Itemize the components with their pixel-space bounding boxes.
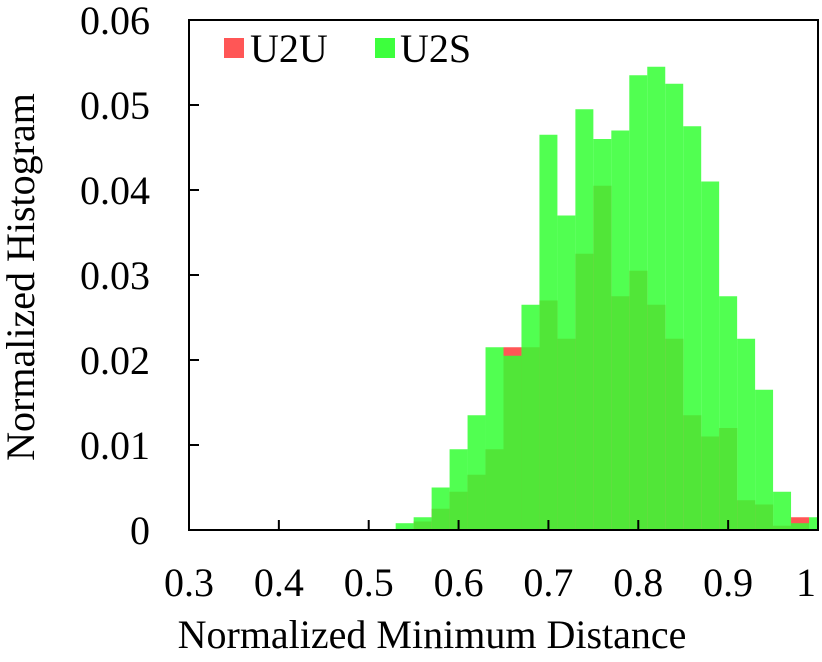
- bar-u2s: [521, 304, 540, 530]
- bar-u2s: [557, 215, 576, 530]
- x-tick-label: 0.6: [434, 560, 484, 605]
- y-tick-label: 0: [130, 508, 150, 553]
- y-tick-label: 0.04: [80, 168, 150, 213]
- x-tick-label: 1: [796, 560, 816, 605]
- bar-u2s: [755, 389, 774, 530]
- bar-u2s: [683, 126, 702, 530]
- bar-u2s: [431, 487, 450, 530]
- bar-u2s: [611, 130, 630, 530]
- x-axis-label: Normalized Minimum Distance: [178, 612, 687, 657]
- bar-u2s: [539, 134, 558, 530]
- y-tick-label: 0.05: [80, 83, 150, 128]
- bar-u2s: [485, 347, 504, 530]
- y-tick-label: 0.06: [80, 0, 150, 43]
- bar-u2s: [665, 83, 684, 530]
- x-tick-label: 0.3: [164, 560, 214, 605]
- bar-u2s: [593, 139, 612, 530]
- x-tick-label: 0.4: [254, 560, 304, 605]
- bar-u2s: [647, 66, 666, 530]
- x-tick-label: 0.7: [523, 560, 573, 605]
- bar-u2s: [737, 338, 756, 530]
- bar-u2s: [449, 449, 468, 530]
- x-tick-label: 0.9: [703, 560, 753, 605]
- bar-u2s: [575, 109, 594, 530]
- legend-swatch-u2s: [375, 38, 395, 58]
- bar-u2s: [719, 296, 738, 530]
- ticks-layer: 0.3 0.4 0.5 0.6 0.7 0.8 0.9 1 0 0.01 0.02 0.03 0.04 0…: [80, 0, 819, 605]
- y-tick-label: 0.02: [80, 338, 150, 383]
- bar-u2s: [701, 181, 720, 530]
- y-tick-label: 0.03: [80, 253, 150, 298]
- bars-layer: [395, 66, 818, 530]
- y-axis-label: Normalized Histogram: [0, 93, 43, 461]
- bar-u2s: [629, 75, 648, 530]
- legend-label-u2s: U2S: [400, 26, 471, 71]
- bar-u2s: [773, 491, 792, 530]
- x-tick-label: 0.5: [344, 560, 394, 605]
- bar-u2s: [395, 523, 414, 530]
- bar-u2s: [413, 517, 432, 530]
- legend-swatch-u2u: [224, 38, 244, 58]
- bar-u2s: [467, 415, 486, 530]
- x-tick-label: 0.8: [613, 560, 663, 605]
- y-tick-label: 0.01: [80, 423, 150, 468]
- bar-u2s: [791, 523, 810, 530]
- legend-label-u2u: U2U: [250, 26, 328, 71]
- series-u2s: [395, 66, 818, 530]
- legend: U2U U2S: [224, 26, 471, 71]
- bar-u2s: [503, 355, 522, 530]
- bar-u2s: [809, 517, 818, 530]
